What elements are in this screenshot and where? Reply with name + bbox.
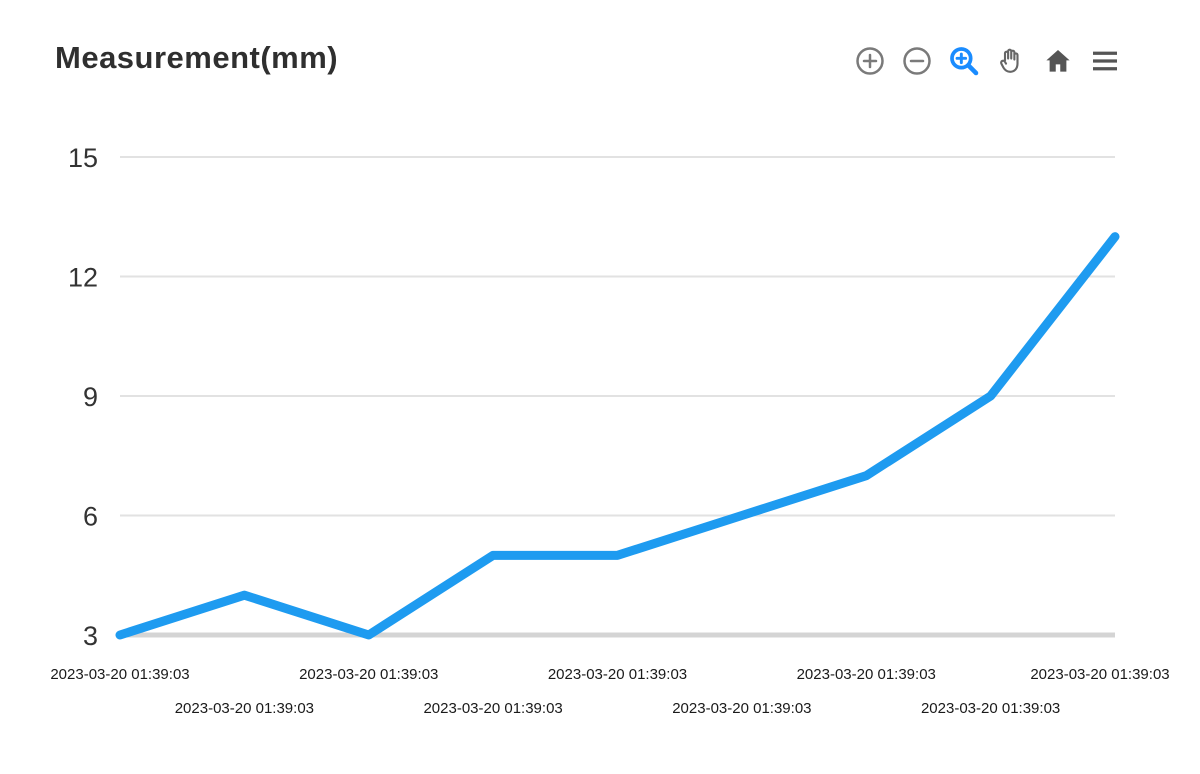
svg-text:2023-03-20 01:39:03: 2023-03-20 01:39:03 [672,700,811,717]
chart-toolbar [853,44,1122,78]
measurement-line-chart[interactable]: 3 6 9 12 15 2023-03-20 01:39:03 2023-03-20 01:… [0,105,1200,769]
chart-title: Measurement(mm) [55,40,339,75]
zoom-out-icon [902,46,932,76]
zoom-out-button[interactable] [900,44,934,78]
zoom-in-button[interactable] [853,44,887,78]
svg-text:2023-03-20 01:39:03: 2023-03-20 01:39:03 [1030,666,1169,683]
home-button[interactable] [1041,44,1075,78]
svg-text:12: 12 [68,263,98,293]
home-icon [1043,46,1073,76]
svg-text:2023-03-20 01:39:03: 2023-03-20 01:39:03 [50,666,189,683]
svg-text:9: 9 [83,382,98,412]
svg-text:2023-03-20 01:39:03: 2023-03-20 01:39:03 [548,666,687,683]
magnifier-plus-icon [948,45,980,77]
hamburger-menu-icon [1089,45,1121,77]
svg-text:6: 6 [83,502,98,532]
svg-text:2023-03-20 01:39:03: 2023-03-20 01:39:03 [299,666,438,683]
svg-text:15: 15 [68,143,98,173]
pan-button[interactable] [994,44,1028,78]
selection-zoom-button[interactable] [947,44,981,78]
svg-text:2023-03-20 01:39:03: 2023-03-20 01:39:03 [175,700,314,717]
svg-text:3: 3 [83,621,98,651]
chart-header: Measurement(mm) [0,0,1200,105]
svg-text:2023-03-20 01:39:03: 2023-03-20 01:39:03 [423,700,562,717]
hand-pan-icon [996,46,1026,76]
svg-text:2023-03-20 01:39:03: 2023-03-20 01:39:03 [797,666,936,683]
menu-button[interactable] [1088,44,1122,78]
zoom-in-icon [855,46,885,76]
svg-text:2023-03-20 01:39:03: 2023-03-20 01:39:03 [921,700,1060,717]
